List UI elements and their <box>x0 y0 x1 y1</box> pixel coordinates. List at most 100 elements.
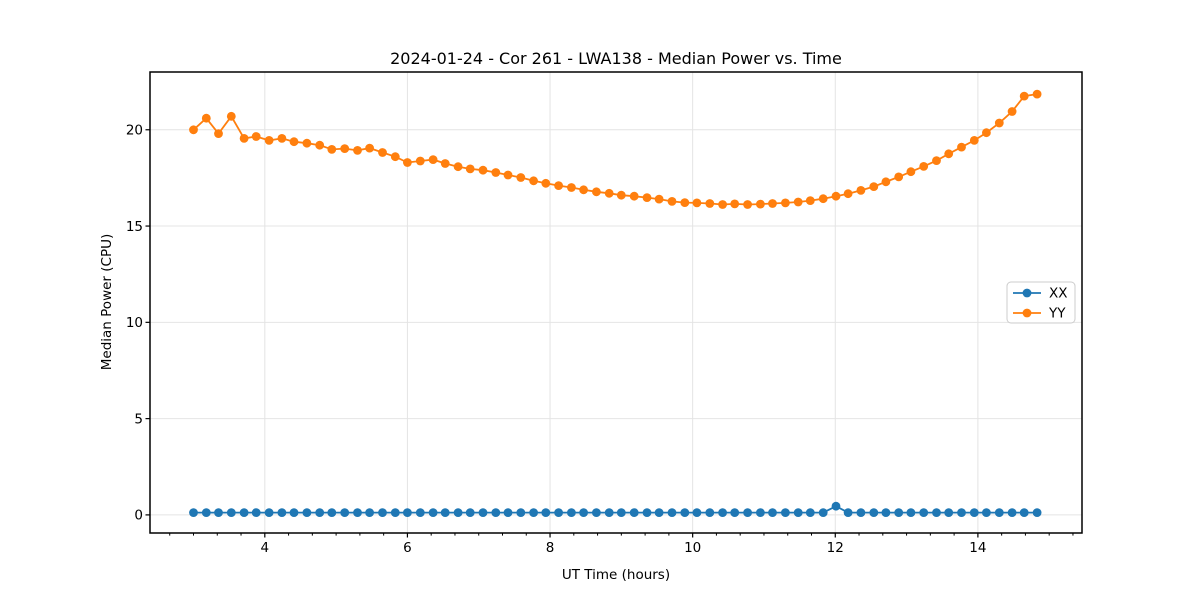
data-point-yy <box>894 172 904 182</box>
data-point-xx <box>453 508 463 517</box>
data-point-yy <box>994 118 1004 128</box>
data-point-yy <box>982 128 991 138</box>
data-point-xx <box>642 508 652 517</box>
data-point-xx <box>793 508 803 517</box>
data-point-xx <box>302 508 312 517</box>
data-point-xx <box>201 508 211 517</box>
data-point-xx <box>856 508 866 517</box>
data-point-yy <box>239 134 249 143</box>
data-point-yy <box>302 138 312 148</box>
data-point-yy <box>957 142 966 152</box>
data-point-xx <box>1032 508 1042 517</box>
data-point-xx <box>415 508 425 517</box>
data-point-xx <box>592 508 601 517</box>
data-point-xx <box>869 508 879 517</box>
data-point-yy <box>932 156 941 166</box>
data-point-xx <box>818 508 828 517</box>
data-point-xx <box>378 508 387 517</box>
data-point-yy <box>554 181 563 191</box>
data-point-yy <box>440 159 450 168</box>
x-tick-label: 14 <box>969 540 986 556</box>
data-point-xx <box>529 508 538 517</box>
data-point-yy <box>781 198 790 208</box>
data-point-yy <box>415 156 425 166</box>
data-point-yy <box>529 176 538 186</box>
data-point-yy <box>692 198 702 208</box>
data-point-xx <box>340 508 350 517</box>
data-point-xx <box>403 508 412 517</box>
data-point-xx <box>327 508 337 517</box>
data-point-yy <box>465 164 475 174</box>
data-point-yy <box>453 162 463 172</box>
data-point-yy <box>189 125 198 135</box>
data-point-yy <box>478 165 488 175</box>
legend-label-xx: XX <box>1049 286 1068 302</box>
data-point-xx <box>768 508 777 517</box>
series-yy <box>189 89 1042 209</box>
data-point-xx <box>465 508 475 517</box>
data-point-yy <box>680 198 690 208</box>
data-point-yy <box>654 194 664 204</box>
data-point-xx <box>315 508 325 517</box>
data-point-yy <box>616 190 626 200</box>
data-point-yy <box>378 148 387 157</box>
data-point-yy <box>327 145 337 154</box>
plot-border <box>149 71 1083 534</box>
data-point-xx <box>214 508 223 517</box>
data-point-xx <box>881 508 891 517</box>
data-point-yy <box>667 197 677 206</box>
data-point-xx <box>516 508 526 517</box>
x-tick-label: 4 <box>261 540 270 556</box>
data-point-xx <box>491 508 501 517</box>
data-point-xx <box>478 508 488 517</box>
data-point-yy <box>818 194 828 204</box>
x-tick-label: 12 <box>827 540 844 556</box>
data-point-yy <box>604 188 614 198</box>
data-point-xx <box>969 508 979 517</box>
data-point-xx <box>554 508 563 517</box>
data-point-yy <box>718 200 727 209</box>
y-tick-labels: 0 5 10 15 20 <box>126 123 143 524</box>
data-point-xx <box>189 508 198 517</box>
data-point-xx <box>365 508 374 517</box>
data-point-xx <box>251 508 261 517</box>
axis-ticks <box>145 129 1074 538</box>
data-point-xx <box>264 508 274 517</box>
data-point-yy <box>969 136 979 145</box>
data-point-xx <box>743 508 752 517</box>
y-axis-label: Median Power (CPU) <box>99 234 115 370</box>
data-point-yy <box>805 196 815 206</box>
y-tick-label: 5 <box>134 411 143 427</box>
legend-label-yy: YY <box>1048 306 1066 322</box>
data-point-yy <box>756 199 765 209</box>
data-point-yy <box>843 189 853 199</box>
legend-marker-xx-icon <box>1022 288 1032 298</box>
data-point-yy <box>705 199 715 208</box>
data-point-xx <box>705 508 715 517</box>
data-point-xx <box>692 508 702 517</box>
data-point-yy <box>856 186 866 195</box>
data-point-yy <box>730 199 740 209</box>
data-point-xx <box>239 508 249 517</box>
data-point-yy <box>743 200 752 209</box>
data-point-yy <box>214 129 223 139</box>
data-point-yy <box>289 137 299 147</box>
data-point-xx <box>680 508 690 517</box>
data-point-xx <box>932 508 941 517</box>
y-tick-label: 20 <box>126 123 143 139</box>
data-point-xx <box>957 508 966 517</box>
data-point-xx <box>944 508 954 517</box>
data-point-yy <box>629 191 639 201</box>
data-point-yy <box>592 187 601 197</box>
data-point-yy <box>869 182 879 192</box>
data-point-yy <box>315 140 325 150</box>
data-point-xx <box>730 508 740 517</box>
data-point-yy <box>642 193 652 203</box>
y-tick-label: 0 <box>134 508 143 524</box>
data-point-xx <box>805 508 815 517</box>
data-point-yy <box>226 111 236 121</box>
data-point-yy <box>1019 91 1029 101</box>
data-point-xx <box>982 508 991 517</box>
legend: XX YY <box>1006 281 1076 324</box>
data-point-yy <box>277 134 287 143</box>
